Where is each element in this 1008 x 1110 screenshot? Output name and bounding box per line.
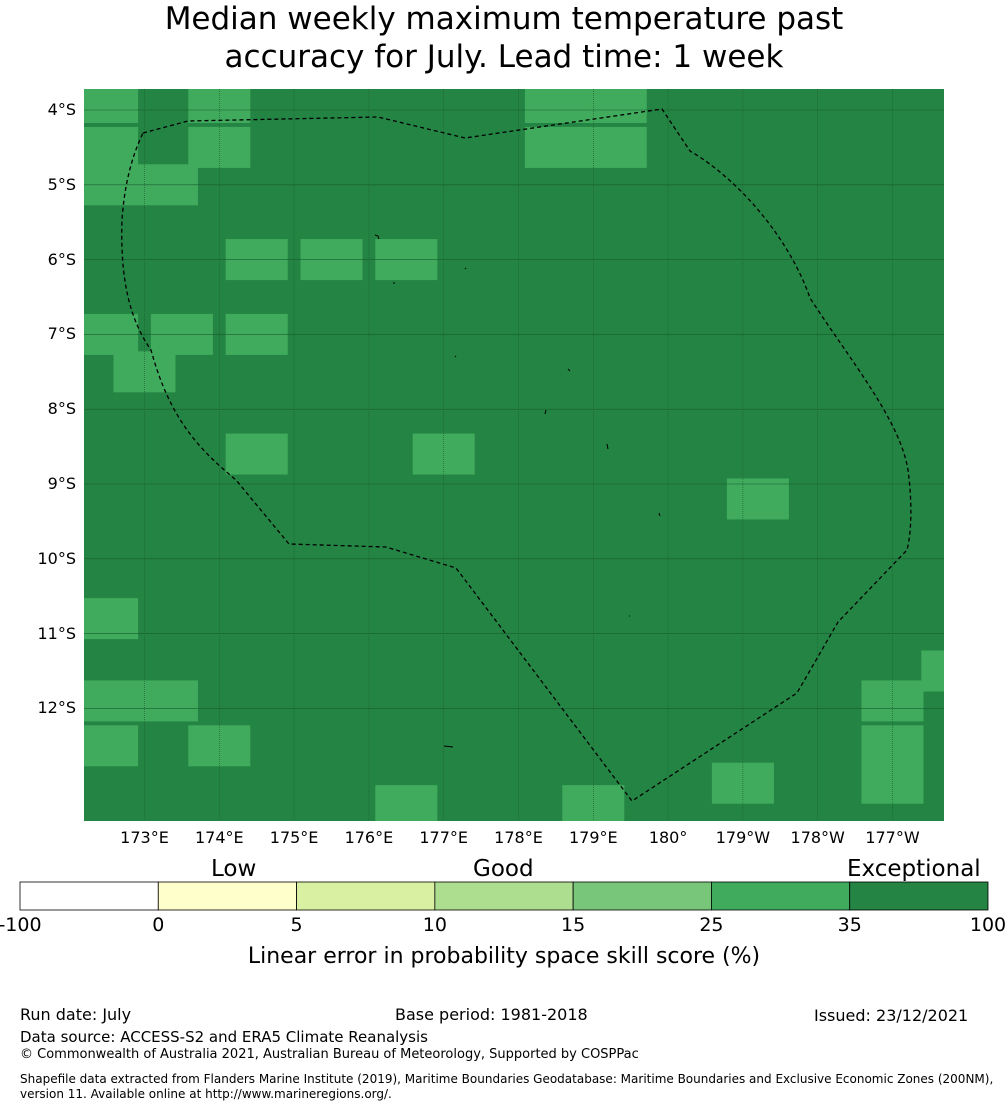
longitude-label: 175°E: [269, 828, 319, 847]
chart-title: Median weekly maximum temperature past a…: [0, 0, 1008, 76]
shapefile-credit-line-2: version 11. Available online at http://w…: [20, 1087, 392, 1101]
longitude-label: 178°E: [494, 828, 543, 847]
skill-cell: [584, 89, 647, 124]
island: [567, 368, 571, 372]
skill-cell: [584, 126, 647, 168]
colorbar-tick-label: 35: [837, 914, 862, 936]
colorbar-bin: [572, 881, 712, 911]
colorbar-title: Linear error in probability space skill …: [247, 944, 761, 969]
shapefile-credit-line-1: Shapefile data extracted from Flanders M…: [20, 1072, 994, 1086]
colorbar-tick-label: 5: [290, 914, 303, 936]
base-period: Base period: 1981-2018: [395, 1005, 588, 1024]
map-gridlines: [84, 89, 944, 821]
colorbar: [19, 881, 989, 911]
skill-cell: [726, 478, 789, 520]
skill-cell: [135, 680, 198, 722]
latitude-label: 5°S: [47, 174, 76, 194]
colorbar-bin: [157, 881, 297, 911]
colorbar-tick-label: 10: [422, 914, 447, 936]
title-line-1: Median weekly maximum temperature past: [164, 1, 844, 37]
eez-boundary: [121, 108, 912, 802]
colorbar-tick-label: 15: [561, 914, 586, 936]
latitude-label: 7°S: [47, 324, 76, 344]
longitude-label: 179°E: [568, 828, 618, 847]
colorbar-tick-label: 100: [969, 914, 1007, 936]
island: [658, 512, 661, 517]
colorbar-bin: [296, 881, 436, 911]
longitude-label: 173°E: [120, 828, 169, 847]
island: [464, 267, 467, 270]
latitude-label: 9°S: [47, 474, 76, 493]
island: [443, 745, 454, 748]
latitude-label: 8°S: [47, 399, 76, 419]
run-date: Run date: July: [20, 1005, 132, 1024]
shapefile-credit: Shapefile data extracted from Flanders M…: [20, 1072, 1008, 1102]
skill-cell: [84, 725, 139, 767]
islands: [374, 234, 661, 748]
colorbar-tick-label: -100: [0, 914, 42, 936]
island: [374, 234, 380, 240]
latitude-label: 4°S: [47, 100, 76, 119]
copyright: © Commonwealth of Australia 2021, Austra…: [20, 1047, 639, 1062]
longitude-label: 180°: [648, 828, 688, 847]
island: [606, 443, 609, 450]
skill-map: [84, 89, 944, 821]
island: [544, 409, 547, 415]
latitude-label: 10°S: [37, 548, 76, 568]
skill-cell: [375, 785, 438, 821]
latitude-label: 11°S: [37, 623, 76, 643]
colorbar-bin: [19, 881, 159, 911]
skill-cell: [84, 598, 139, 640]
longitude-label: 177°W: [865, 828, 920, 847]
legend-category-good: Good: [473, 856, 534, 882]
legend-category-exceptional: Exceptional: [847, 856, 981, 882]
colorbar-bin: [434, 881, 574, 911]
latitude-label: 6°S: [47, 249, 76, 269]
band-25-35-cells: [84, 89, 944, 821]
longitude-label: 176°E: [344, 828, 394, 847]
skill-cell: [524, 89, 587, 124]
longitude-label: 177°E: [419, 828, 469, 847]
issued-date: Issued: 23/12/2021: [814, 1006, 969, 1025]
island: [454, 355, 457, 358]
longitude-label: 174°E: [194, 828, 244, 847]
skill-cell: [921, 650, 944, 692]
skill-cell: [84, 126, 139, 168]
colorbar-bin: [711, 881, 851, 911]
skill-cell: [524, 126, 587, 168]
colorbar-bin: [849, 881, 989, 911]
title-line-2: accuracy for July. Lead time: 1 week: [224, 39, 784, 75]
legend-category-low: Low: [211, 856, 257, 882]
data-source: Data source: ACCESS-S2 and ERA5 Climate …: [20, 1028, 428, 1046]
longitude-label: 178°W: [790, 828, 845, 847]
longitude-label: 179°W: [715, 828, 771, 847]
colorbar-tick-label: 25: [699, 914, 724, 936]
skill-cell: [84, 89, 139, 124]
colorbar-tick-label: 0: [152, 914, 165, 936]
latitude-label: 12°S: [37, 698, 76, 718]
skill-cell: [225, 433, 288, 475]
skill-cell: [84, 680, 139, 722]
